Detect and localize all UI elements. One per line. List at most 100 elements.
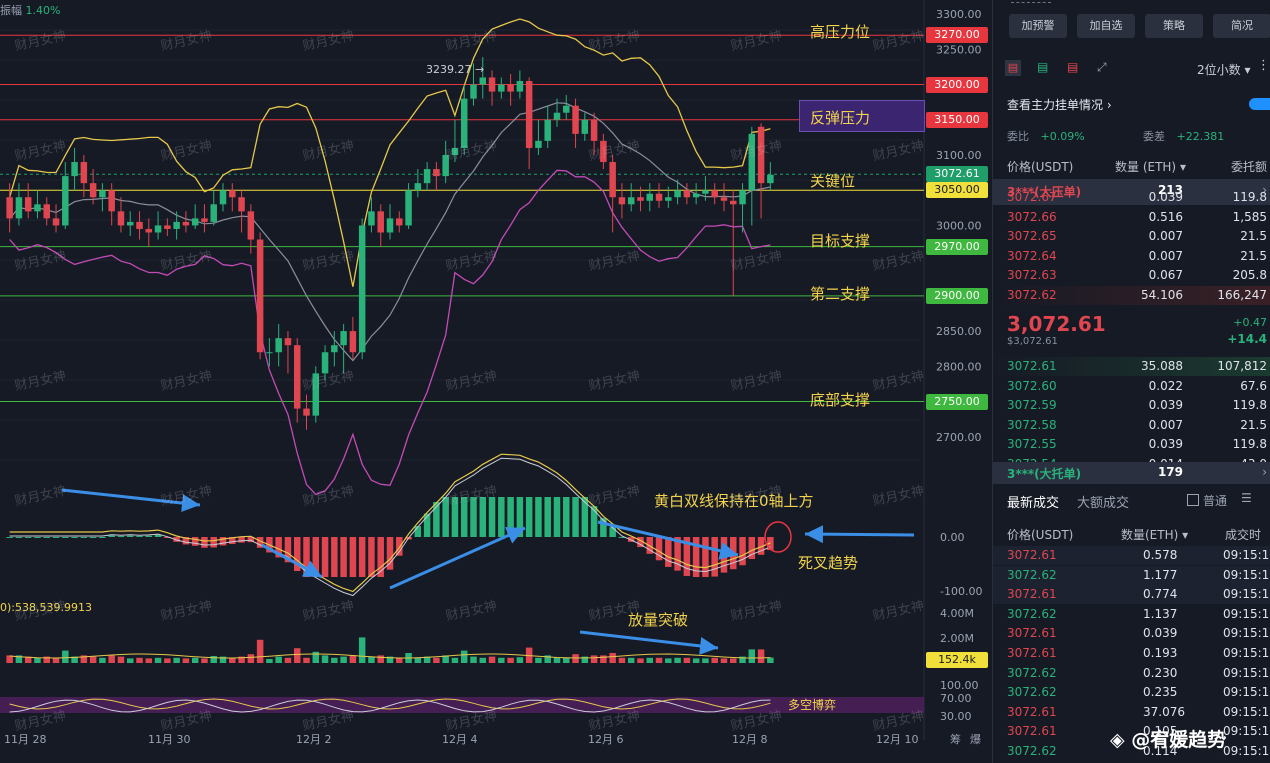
bid-row[interactable]: 3072.58 0.007 21.5 [993, 416, 1270, 435]
add-favorite-button[interactable]: 加自选 [1077, 14, 1135, 38]
ann-death-cross: 死叉趋势 [798, 554, 859, 572]
book-expand-icon[interactable]: ⤢ [1097, 60, 1107, 74]
book-header-qty[interactable]: 数量 (ETH) ▾ [1115, 160, 1186, 174]
ask-row[interactable]: 3072.65 0.007 21.5 [993, 227, 1270, 246]
ask-row[interactable]: 3072.67 0.039 119.8 [993, 188, 1270, 207]
volume-bar [637, 658, 644, 663]
strategy-button[interactable]: 策略 [1145, 14, 1203, 38]
change-abs: +14.4 [1227, 332, 1267, 346]
book-bids-icon[interactable]: ▤ [1037, 60, 1049, 74]
candle-body [377, 211, 384, 233]
bid-row[interactable]: 3072.61 35.088 107,812 [993, 357, 1270, 376]
candle-body [275, 338, 282, 353]
candle-body [498, 84, 505, 92]
macd-bar [451, 497, 459, 537]
tab-big-trades[interactable]: 大额成交 [1077, 496, 1130, 511]
bid-row[interactable]: 3072.59 0.039 119.8 [993, 396, 1270, 415]
macd-bar [154, 534, 162, 537]
more-icon[interactable]: ⋮ [1257, 58, 1270, 73]
ask-row[interactable]: 3072.63 0.067 205.8 [993, 266, 1270, 285]
tab-latest-trades[interactable]: 最新成交 [1007, 496, 1060, 511]
ann-volume-break: 放量突破 [628, 611, 689, 629]
candle-body [145, 228, 153, 233]
trade-price: 3072.62 [1007, 744, 1057, 758]
macd-bar [108, 535, 115, 537]
x-tick-label: 12月 6 [588, 733, 624, 746]
candle-body [600, 140, 607, 163]
trade-qty: 0.230 [1143, 665, 1178, 680]
candle-body [637, 197, 644, 201]
macd-bar [516, 497, 524, 537]
decimal-select[interactable]: 2位小数 ▾ [1197, 61, 1251, 78]
candle-body [117, 211, 125, 226]
alert-button[interactable]: 加预警 [1009, 14, 1067, 38]
amplitude-value: 1.40% [25, 4, 61, 17]
ask-price: 3072.67 [1007, 190, 1057, 204]
bid-total: 21.5 [1240, 417, 1267, 432]
trades-header-qty[interactable]: 数量(ETH) ▾ [1121, 528, 1189, 542]
ask-row[interactable]: 3072.64 0.007 21.5 [993, 247, 1270, 266]
macd-dif-line [9, 453, 771, 593]
ratio-value: +0.09% [1040, 130, 1085, 143]
bid-price: 3072.55 [1007, 437, 1057, 452]
candle-body [683, 190, 691, 198]
macd-bar [368, 537, 375, 577]
ask-row[interactable]: 3072.66 0.516 1,585 [993, 208, 1270, 227]
volume-bar [396, 657, 403, 663]
candlestick-chart[interactable]: 3300.00 3250.00 3100.00 3000.00 2850.00 2800.… [0, 0, 992, 763]
book-asks-icon[interactable]: ▤ [1067, 60, 1079, 74]
osc-line-2 [9, 699, 771, 713]
macd-bar [136, 536, 143, 538]
volume-bar [34, 657, 41, 663]
macd-bar [498, 497, 505, 537]
ask-total: 21.5 [1240, 248, 1267, 263]
candle-body [553, 112, 561, 120]
macd-bar [377, 537, 384, 577]
bid-row[interactable]: 3072.55 0.039 119.8 [993, 435, 1270, 454]
trade-row: 3072.62 1.137 09:15:1 [993, 605, 1270, 624]
macd-bar [201, 537, 208, 548]
annotation-arrow [389, 526, 526, 590]
y-tick-label: 2700.00 [936, 431, 982, 444]
ask-total: 1,585 [1232, 209, 1267, 224]
candle-body [238, 197, 245, 212]
macd-bar [748, 537, 756, 560]
macd-bar [293, 537, 301, 571]
annotation-arrow [579, 630, 719, 655]
orderbook-panel: 加预警 加自选 策略 简况 ▤ ▤ ▤ ⤢ 2位小数 ▾ ⋮ 查看主力挂单情况 … [992, 0, 1270, 763]
trade-row: 3072.62 0.235 09:15:1 [993, 683, 1270, 702]
volume-bar [358, 637, 366, 663]
candle-body [470, 84, 477, 99]
macd-bar [507, 497, 514, 537]
orders-toggle[interactable] [1249, 98, 1270, 110]
big-ask-row[interactable]: 3***(大压单) 213 › [993, 179, 1270, 205]
trade-time: 09:15:1 [1223, 626, 1270, 641]
ask-row[interactable]: 3072.62 54.106 166,247 [993, 286, 1270, 305]
chart-area[interactable]: 3300.00 3250.00 3100.00 3000.00 2850.00 2800.… [0, 0, 1213, 763]
x-tick-label: 11月 28 [4, 733, 47, 746]
macd-bar [470, 497, 477, 537]
candle-body [24, 197, 32, 212]
volume-bar [340, 656, 347, 663]
volume-bar [507, 657, 514, 663]
volume-bar [154, 657, 162, 663]
orders-link[interactable]: 查看主力挂单情况 › [1007, 96, 1112, 113]
candle-body [627, 197, 635, 205]
big-bid-row[interactable]: 3***(大托单) 179 › [993, 462, 1270, 484]
decimal-select-value: 2位小数 [1197, 63, 1241, 77]
big-ask-qty: 213 [1157, 183, 1183, 197]
y-tick-label: 3000.00 [936, 219, 982, 232]
volume-bar [126, 658, 134, 663]
volume-bar [730, 658, 737, 663]
candle-body [581, 119, 589, 134]
filter-icon[interactable]: ☰ [1241, 491, 1252, 505]
bid-total: 67.6 [1240, 378, 1267, 393]
bid-row[interactable]: 3072.60 0.022 67.6 [993, 377, 1270, 396]
trade-price: 3072.62 [1007, 567, 1057, 582]
candle-body [711, 190, 718, 198]
book-header: 价格(USDT) 数量 (ETH) ▾ 委托额 [993, 156, 1270, 175]
overview-button[interactable]: 简况 [1213, 14, 1270, 38]
volume-bar [62, 650, 69, 663]
normal-checkbox[interactable] [1187, 494, 1199, 506]
book-both-icon[interactable]: ▤ [1005, 60, 1021, 76]
